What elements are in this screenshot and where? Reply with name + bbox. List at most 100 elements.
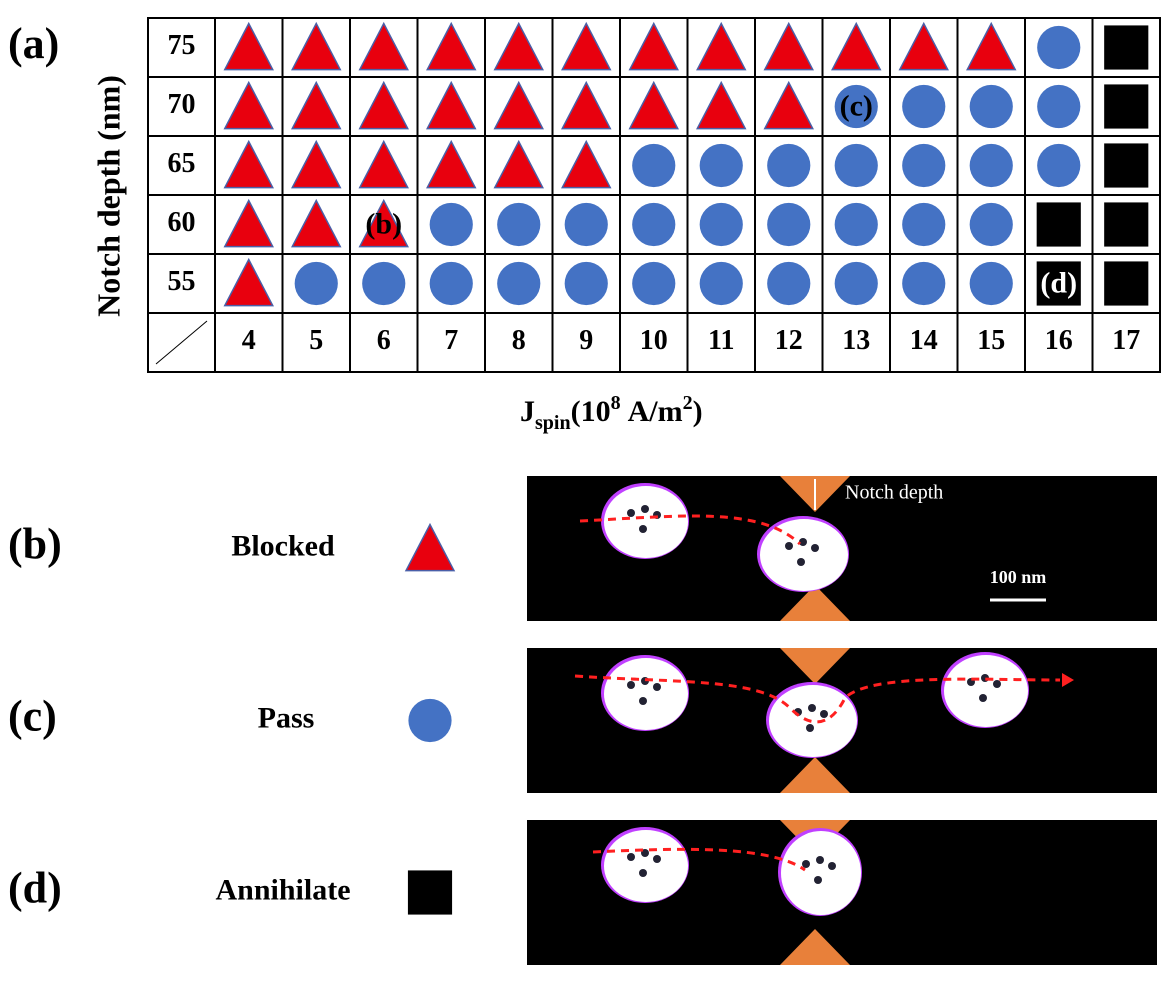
circle xyxy=(699,202,743,247)
skyrmion xyxy=(944,655,1028,727)
triangle xyxy=(898,21,949,71)
circle xyxy=(834,202,878,247)
triangle xyxy=(223,198,274,248)
skyrmion-dot xyxy=(993,680,1001,688)
circle xyxy=(767,202,811,247)
circle xyxy=(429,261,473,306)
column-label: 4 xyxy=(242,325,256,356)
y-axis-label: Notch depth (nm) xyxy=(90,75,126,317)
column-label: 10 xyxy=(640,325,668,356)
skyrmion-dot xyxy=(797,558,805,566)
triangle xyxy=(493,80,544,130)
panel-label: (d) xyxy=(8,864,62,913)
notch-depth-label: Notch depth xyxy=(845,482,943,504)
circle xyxy=(632,143,676,188)
circle xyxy=(564,202,608,247)
triangle xyxy=(426,139,477,189)
trajectory xyxy=(579,514,802,546)
triangle xyxy=(628,80,679,130)
cell-note: (b) xyxy=(365,207,402,240)
circle xyxy=(834,261,878,306)
column-label: 13 xyxy=(842,325,870,356)
triangle xyxy=(561,80,612,130)
triangle xyxy=(223,21,274,71)
skyrmion-dot xyxy=(808,704,816,712)
row-label: 70 xyxy=(168,89,196,120)
square xyxy=(1104,84,1149,129)
triangle xyxy=(358,198,409,248)
skyrmion-dot xyxy=(820,710,828,718)
column-label: 12 xyxy=(775,325,803,356)
trajectory xyxy=(592,847,806,872)
skyrmion xyxy=(760,519,848,591)
circle xyxy=(767,143,811,188)
square xyxy=(1104,261,1149,306)
column-label: 17 xyxy=(1112,325,1140,356)
skyrmion-dot xyxy=(811,544,819,552)
triangle xyxy=(358,80,409,130)
triangle xyxy=(223,80,274,130)
skyrmion-dot xyxy=(814,876,822,884)
triangle xyxy=(831,21,882,71)
triangle xyxy=(358,21,409,71)
notch xyxy=(780,648,850,684)
column-label: 11 xyxy=(708,325,734,356)
triangle xyxy=(291,21,342,71)
skyrmion-dot xyxy=(639,697,647,705)
square xyxy=(1036,261,1081,306)
square xyxy=(1036,202,1081,247)
skyrmion-dot xyxy=(979,694,987,702)
triangle xyxy=(404,522,456,572)
skyrmion-dot xyxy=(816,856,824,864)
skyrmion-dot xyxy=(785,542,793,550)
column-label: 6 xyxy=(377,325,391,356)
circle xyxy=(1037,84,1081,129)
circle xyxy=(902,202,946,247)
circle xyxy=(699,261,743,306)
skyrmion xyxy=(781,831,861,915)
column-label: 9 xyxy=(579,325,593,356)
skyrmion xyxy=(604,658,688,730)
cell-note: (d) xyxy=(1040,266,1077,299)
x-axis-label: Jspin(108 A/m2) xyxy=(520,392,703,434)
triangle xyxy=(426,80,477,130)
skyrmion-dot xyxy=(641,505,649,513)
circle xyxy=(969,202,1013,247)
corner-diagonal xyxy=(155,320,208,365)
panel-label: (b) xyxy=(8,520,62,569)
table: 75 70 (c) 65 60 (b) 55 (d) 4 5 6 7 8 9 10 11 12 13 14 15 16 1… xyxy=(147,17,1161,373)
arrow-head xyxy=(1062,673,1074,687)
circle xyxy=(632,202,676,247)
skyrmion-dot xyxy=(627,853,635,861)
skyrmion-dot xyxy=(639,525,647,533)
scale-label: 100 nm xyxy=(990,567,1047,587)
circle xyxy=(902,143,946,188)
circle xyxy=(969,84,1013,129)
circle xyxy=(632,261,676,306)
circle xyxy=(699,143,743,188)
legend-label: Annihilate xyxy=(215,873,350,906)
triangle xyxy=(493,139,544,189)
column-label: 16 xyxy=(1045,325,1073,356)
triangle xyxy=(223,139,274,189)
circle xyxy=(1037,143,1081,188)
skyrmion xyxy=(604,830,688,902)
circle xyxy=(834,84,878,129)
x-label-open: (10 xyxy=(571,395,611,428)
skyrmion-dot xyxy=(799,538,807,546)
skyrmion-dot xyxy=(639,869,647,877)
column-label: 7 xyxy=(444,325,458,356)
circle xyxy=(408,698,452,743)
notch xyxy=(780,929,850,965)
triangle xyxy=(223,257,274,307)
triangle xyxy=(291,80,342,130)
x-label-sup: 2 xyxy=(683,392,693,414)
column-label: 5 xyxy=(309,325,323,356)
x-label-close: ) xyxy=(693,395,703,428)
triangle xyxy=(493,21,544,71)
square xyxy=(1104,143,1149,188)
triangle xyxy=(628,21,679,71)
circle xyxy=(767,261,811,306)
skyrmion-dot xyxy=(653,855,661,863)
square xyxy=(407,870,453,915)
